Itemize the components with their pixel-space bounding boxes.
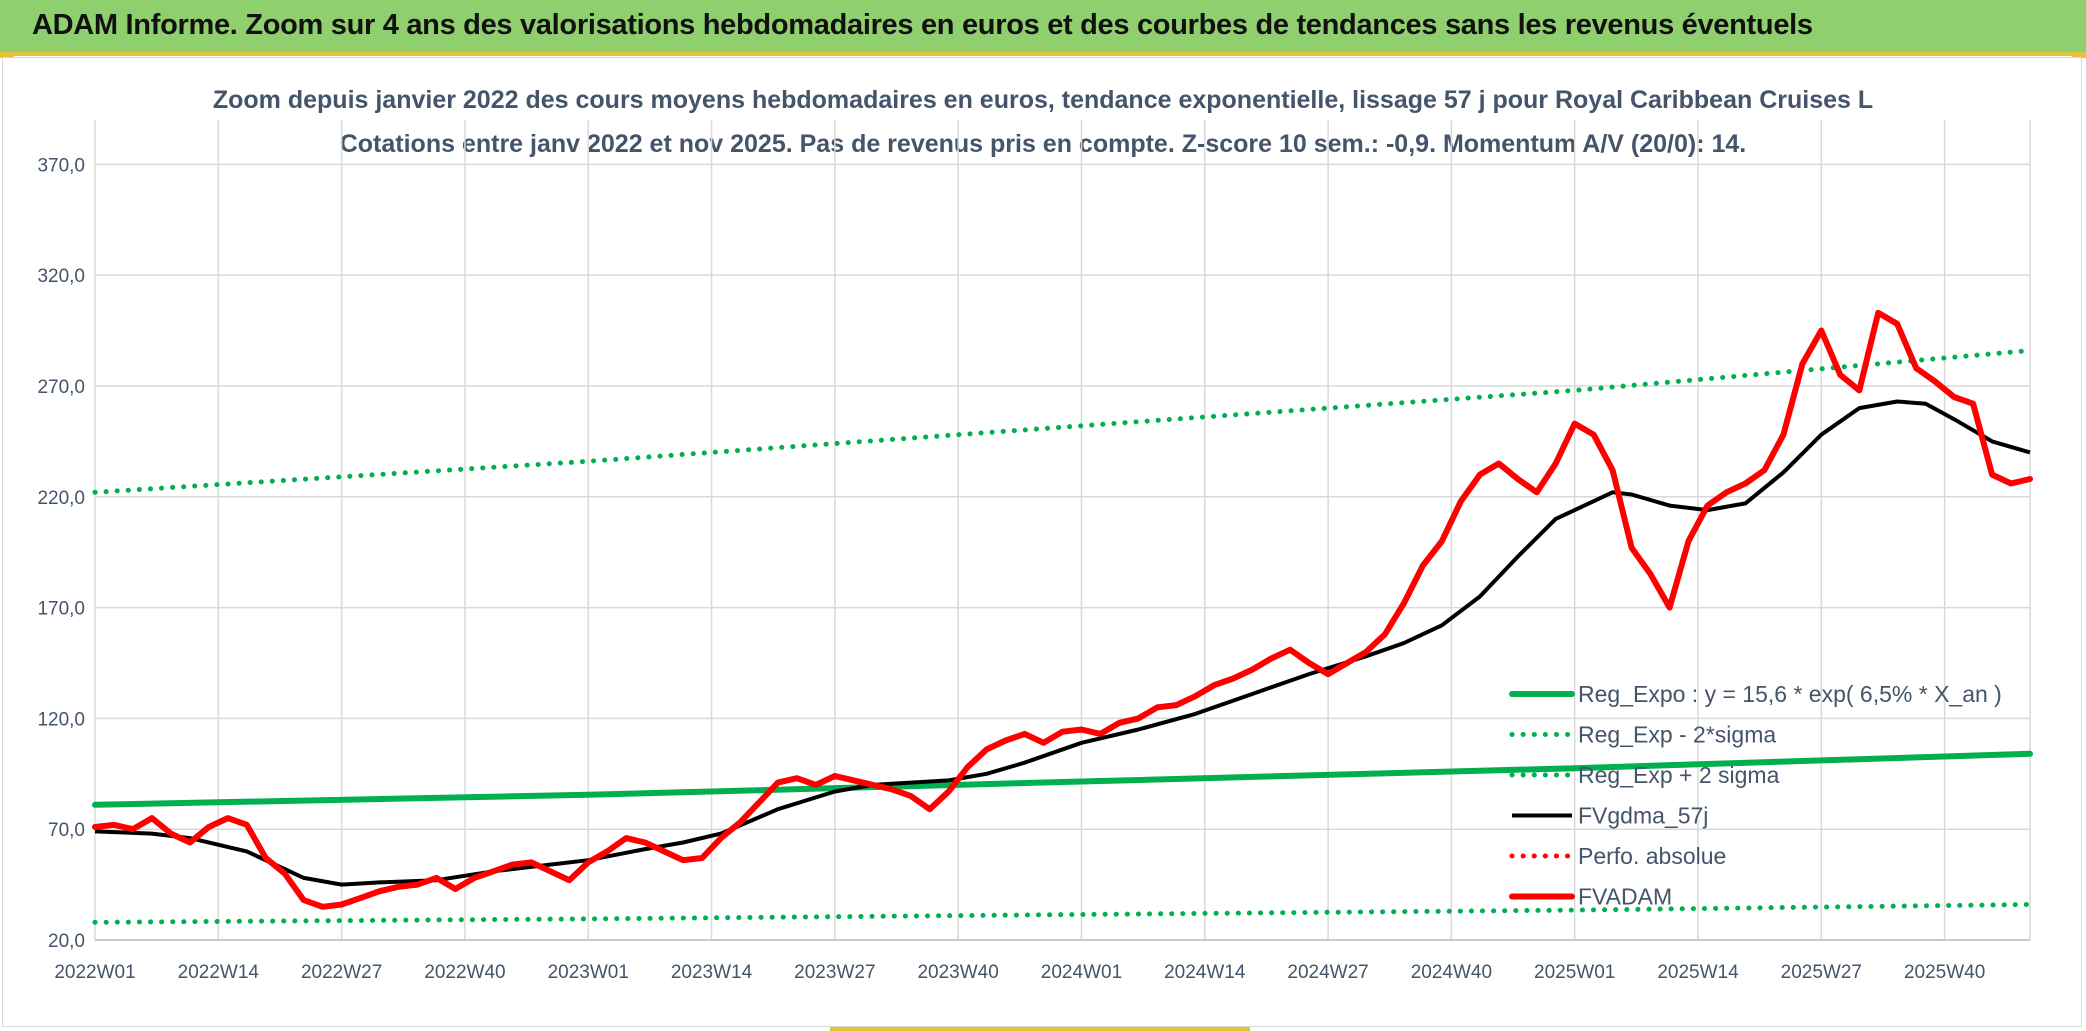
y-tick-label: 20,0 [48, 931, 85, 952]
header-banner: ADAM Informe. Zoom sur 4 ans des valoris… [0, 0, 2086, 56]
y-tick-label: 170,0 [37, 599, 85, 620]
x-tick-label: 2023W27 [794, 962, 875, 983]
y-tick-label: 120,0 [37, 709, 85, 730]
x-tick-label: 2024W14 [1164, 962, 1246, 983]
x-tick-label: 2025W01 [1534, 962, 1615, 983]
x-tick-label: 2024W01 [1041, 962, 1122, 983]
corner-accent-right [2072, 52, 2086, 58]
axes: 20,0 70,0 120,0 170,0 220,0 270,0 320,0 370,0 20… [37, 155, 2030, 983]
x-tick-label: 2025W27 [1781, 962, 1862, 983]
legend-label-reg-exp-2-sigma: Reg_Exp - 2*sigma [1578, 722, 1776, 748]
chart-title-line2: Cotations entre janv 2022 et nov 2025. P… [340, 130, 1747, 158]
x-tick-label: 2022W40 [424, 962, 505, 983]
series-line-fvgdma-57j [94, 399, 2031, 887]
x-tick-label: 2022W01 [54, 962, 135, 983]
grid [94, 120, 2031, 941]
legend-label-fvadam: FVADAM [1578, 884, 1672, 910]
x-tick-label: 2023W40 [917, 962, 998, 983]
x-tick-label: 2022W14 [178, 962, 260, 983]
x-tick-label: 2024W40 [1411, 962, 1492, 983]
legend: Reg_Expo : y = 15,6 * exp( 6,5% * X_an )… [1509, 681, 2002, 910]
x-tick-label: 2022W27 [301, 962, 382, 983]
x-tick-label: 2024W27 [1287, 962, 1368, 983]
legend-label-perfo-absolue: Perfo. absolue [1578, 843, 1726, 869]
y-tick-label: 70,0 [48, 820, 85, 841]
page-title: ADAM Informe. Zoom sur 4 ans des valoris… [32, 9, 1813, 41]
chart-title-line1: Zoom depuis janvier 2022 des cours moyen… [213, 86, 1873, 114]
bottom-accent [830, 1027, 1250, 1031]
legend-label-fvgdma-57j: FVgdma_57j [1578, 803, 1708, 829]
x-tick-label: 2025W14 [1657, 962, 1739, 983]
legend-label-reg-expo-y-15-6-exp-6-5-x-an: Reg_Expo : y = 15,6 * exp( 6,5% * X_an ) [1578, 681, 2002, 707]
y-tick-label: 270,0 [37, 377, 85, 398]
y-tick-label: 370,0 [37, 155, 85, 176]
series-line-fvadam [92, 309, 2033, 910]
y-tick-label: 220,0 [37, 488, 85, 509]
series-line-reg-expo-y-15-6-exp-6-5-x-an [92, 750, 2033, 808]
x-tick-label: 2023W14 [671, 962, 753, 983]
series-line-reg-exp-2-sigma [92, 902, 2033, 925]
series-line-reg-exp-2-sigma [92, 348, 2033, 495]
corner-accent-left [0, 52, 14, 58]
y-tick-label: 320,0 [37, 266, 85, 287]
x-tick-label: 2023W01 [548, 962, 629, 983]
legend-label-reg-exp-2-sigma: Reg_Exp + 2 sigma [1578, 762, 1780, 788]
x-tick-label: 2025W40 [1904, 962, 1985, 983]
chart-frame [2, 57, 2082, 1027]
series [92, 309, 2033, 925]
